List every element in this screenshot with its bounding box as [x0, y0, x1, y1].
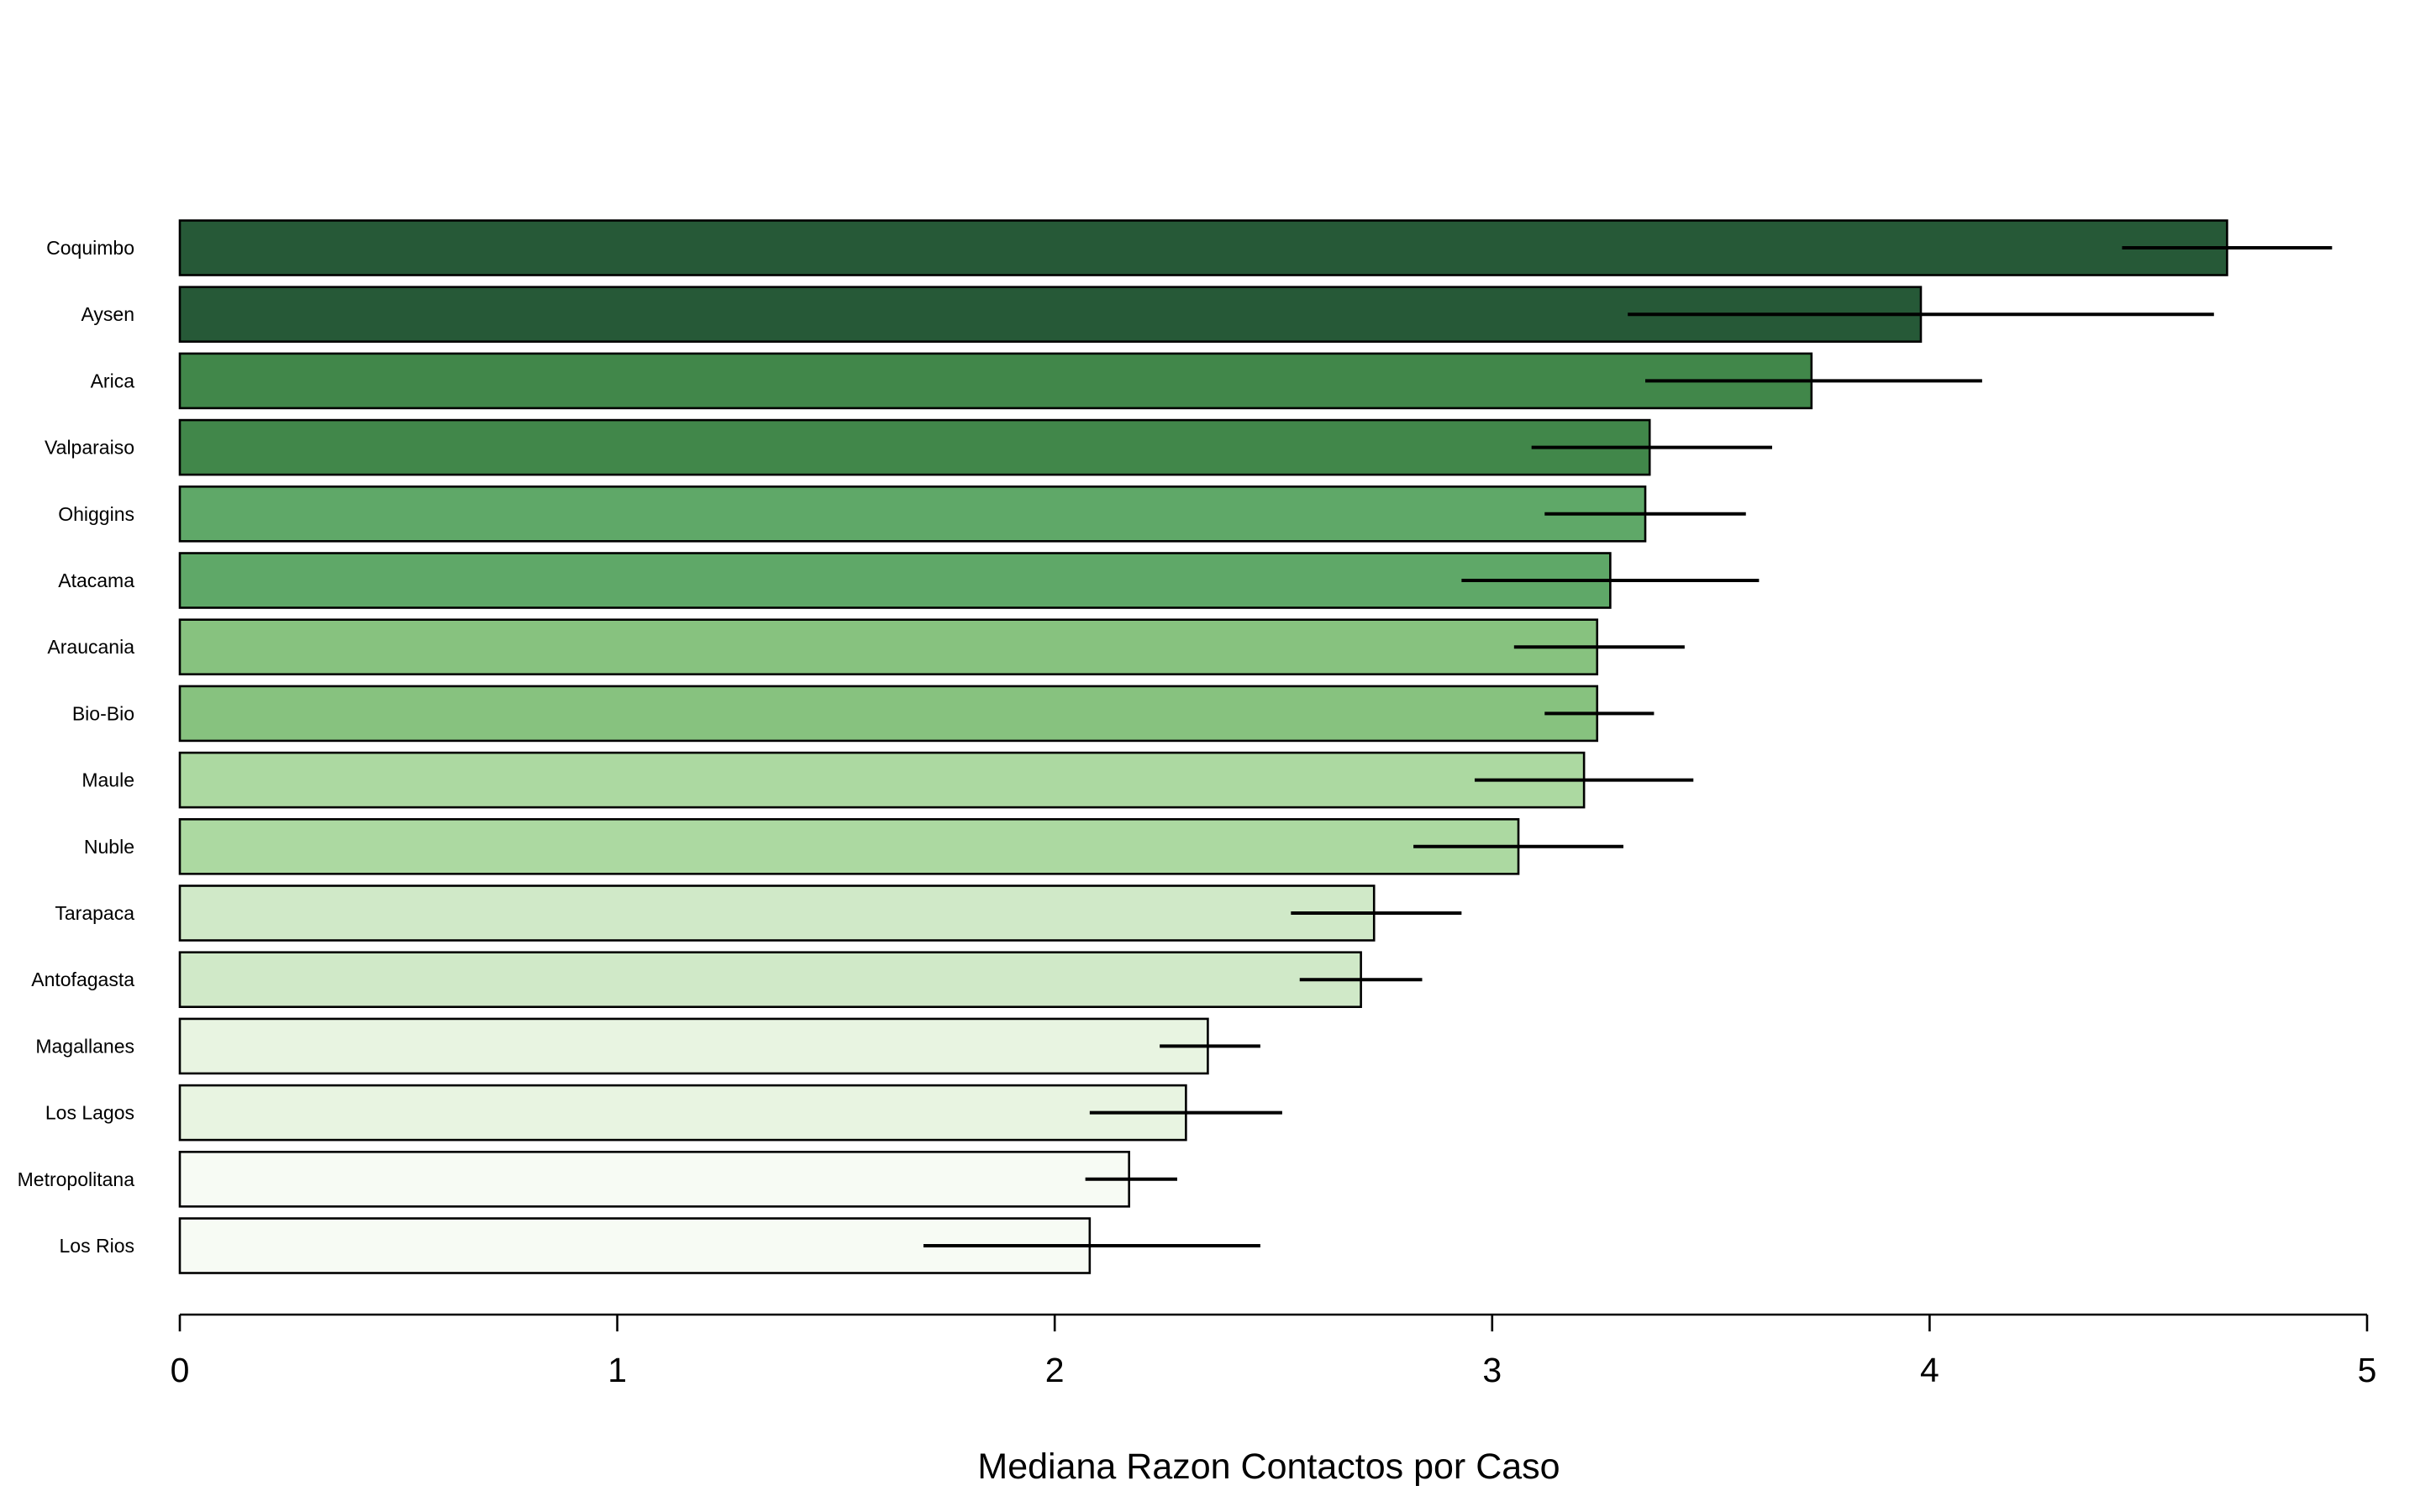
- bar-nuble: [178, 817, 1520, 875]
- bar-bio-bio: [178, 685, 1599, 743]
- category-label: Nuble: [84, 836, 134, 858]
- x-tick-label: 5: [2358, 1351, 2377, 1389]
- category-label: Coquimbo: [46, 237, 134, 259]
- bar-magallanes: [178, 1017, 1209, 1075]
- category-label: Ohiggins: [58, 503, 134, 525]
- bar-coquimbo: [178, 219, 2228, 276]
- category-label: Arica: [91, 370, 135, 391]
- category-label: Magallanes: [35, 1035, 134, 1057]
- category-label: Maule: [82, 769, 134, 791]
- x-tick-label: 3: [1482, 1351, 1502, 1389]
- bar-araucania: [178, 618, 1599, 676]
- category-label: Bio-Bio: [72, 702, 134, 724]
- error-bars-group: [923, 246, 2333, 1247]
- category-label: Los Lagos: [45, 1102, 134, 1124]
- category-label: Tarapaca: [55, 902, 134, 924]
- category-label: Antofagasta: [31, 969, 134, 990]
- x-axis-title: Mediana Razon Contactos por Caso: [977, 1446, 1560, 1487]
- bar-atacama: [178, 552, 1612, 609]
- x-tick-label: 4: [1920, 1351, 1939, 1389]
- bar-valparaiso: [178, 418, 1651, 476]
- category-labels: Coquimbo Aysen Arica Valparaiso Ohiggins Atac…: [18, 237, 135, 1257]
- bar-tarapaca: [178, 885, 1376, 942]
- category-label: Valparaiso: [45, 437, 134, 459]
- category-label: Atacama: [58, 570, 134, 591]
- bar-maule: [178, 751, 1586, 809]
- x-axis: 0 1 2 3 4 5: [171, 1313, 2377, 1389]
- x-tick-label: 0: [171, 1351, 190, 1389]
- x-tick-label: 1: [608, 1351, 627, 1389]
- category-label: Araucania: [47, 636, 134, 658]
- bar-ohiggins: [178, 485, 1647, 543]
- category-label: Los Rios: [60, 1235, 134, 1257]
- bars-group: [178, 219, 2228, 1274]
- bar-los-lagos: [178, 1084, 1187, 1142]
- bar-metropolitana: [178, 1151, 1131, 1208]
- category-label: Metropolitana: [18, 1168, 135, 1190]
- category-label: Aysen: [81, 303, 134, 325]
- bar-antofagasta: [178, 951, 1362, 1008]
- bar-arica: [178, 352, 1813, 410]
- x-tick-label: 2: [1045, 1351, 1065, 1389]
